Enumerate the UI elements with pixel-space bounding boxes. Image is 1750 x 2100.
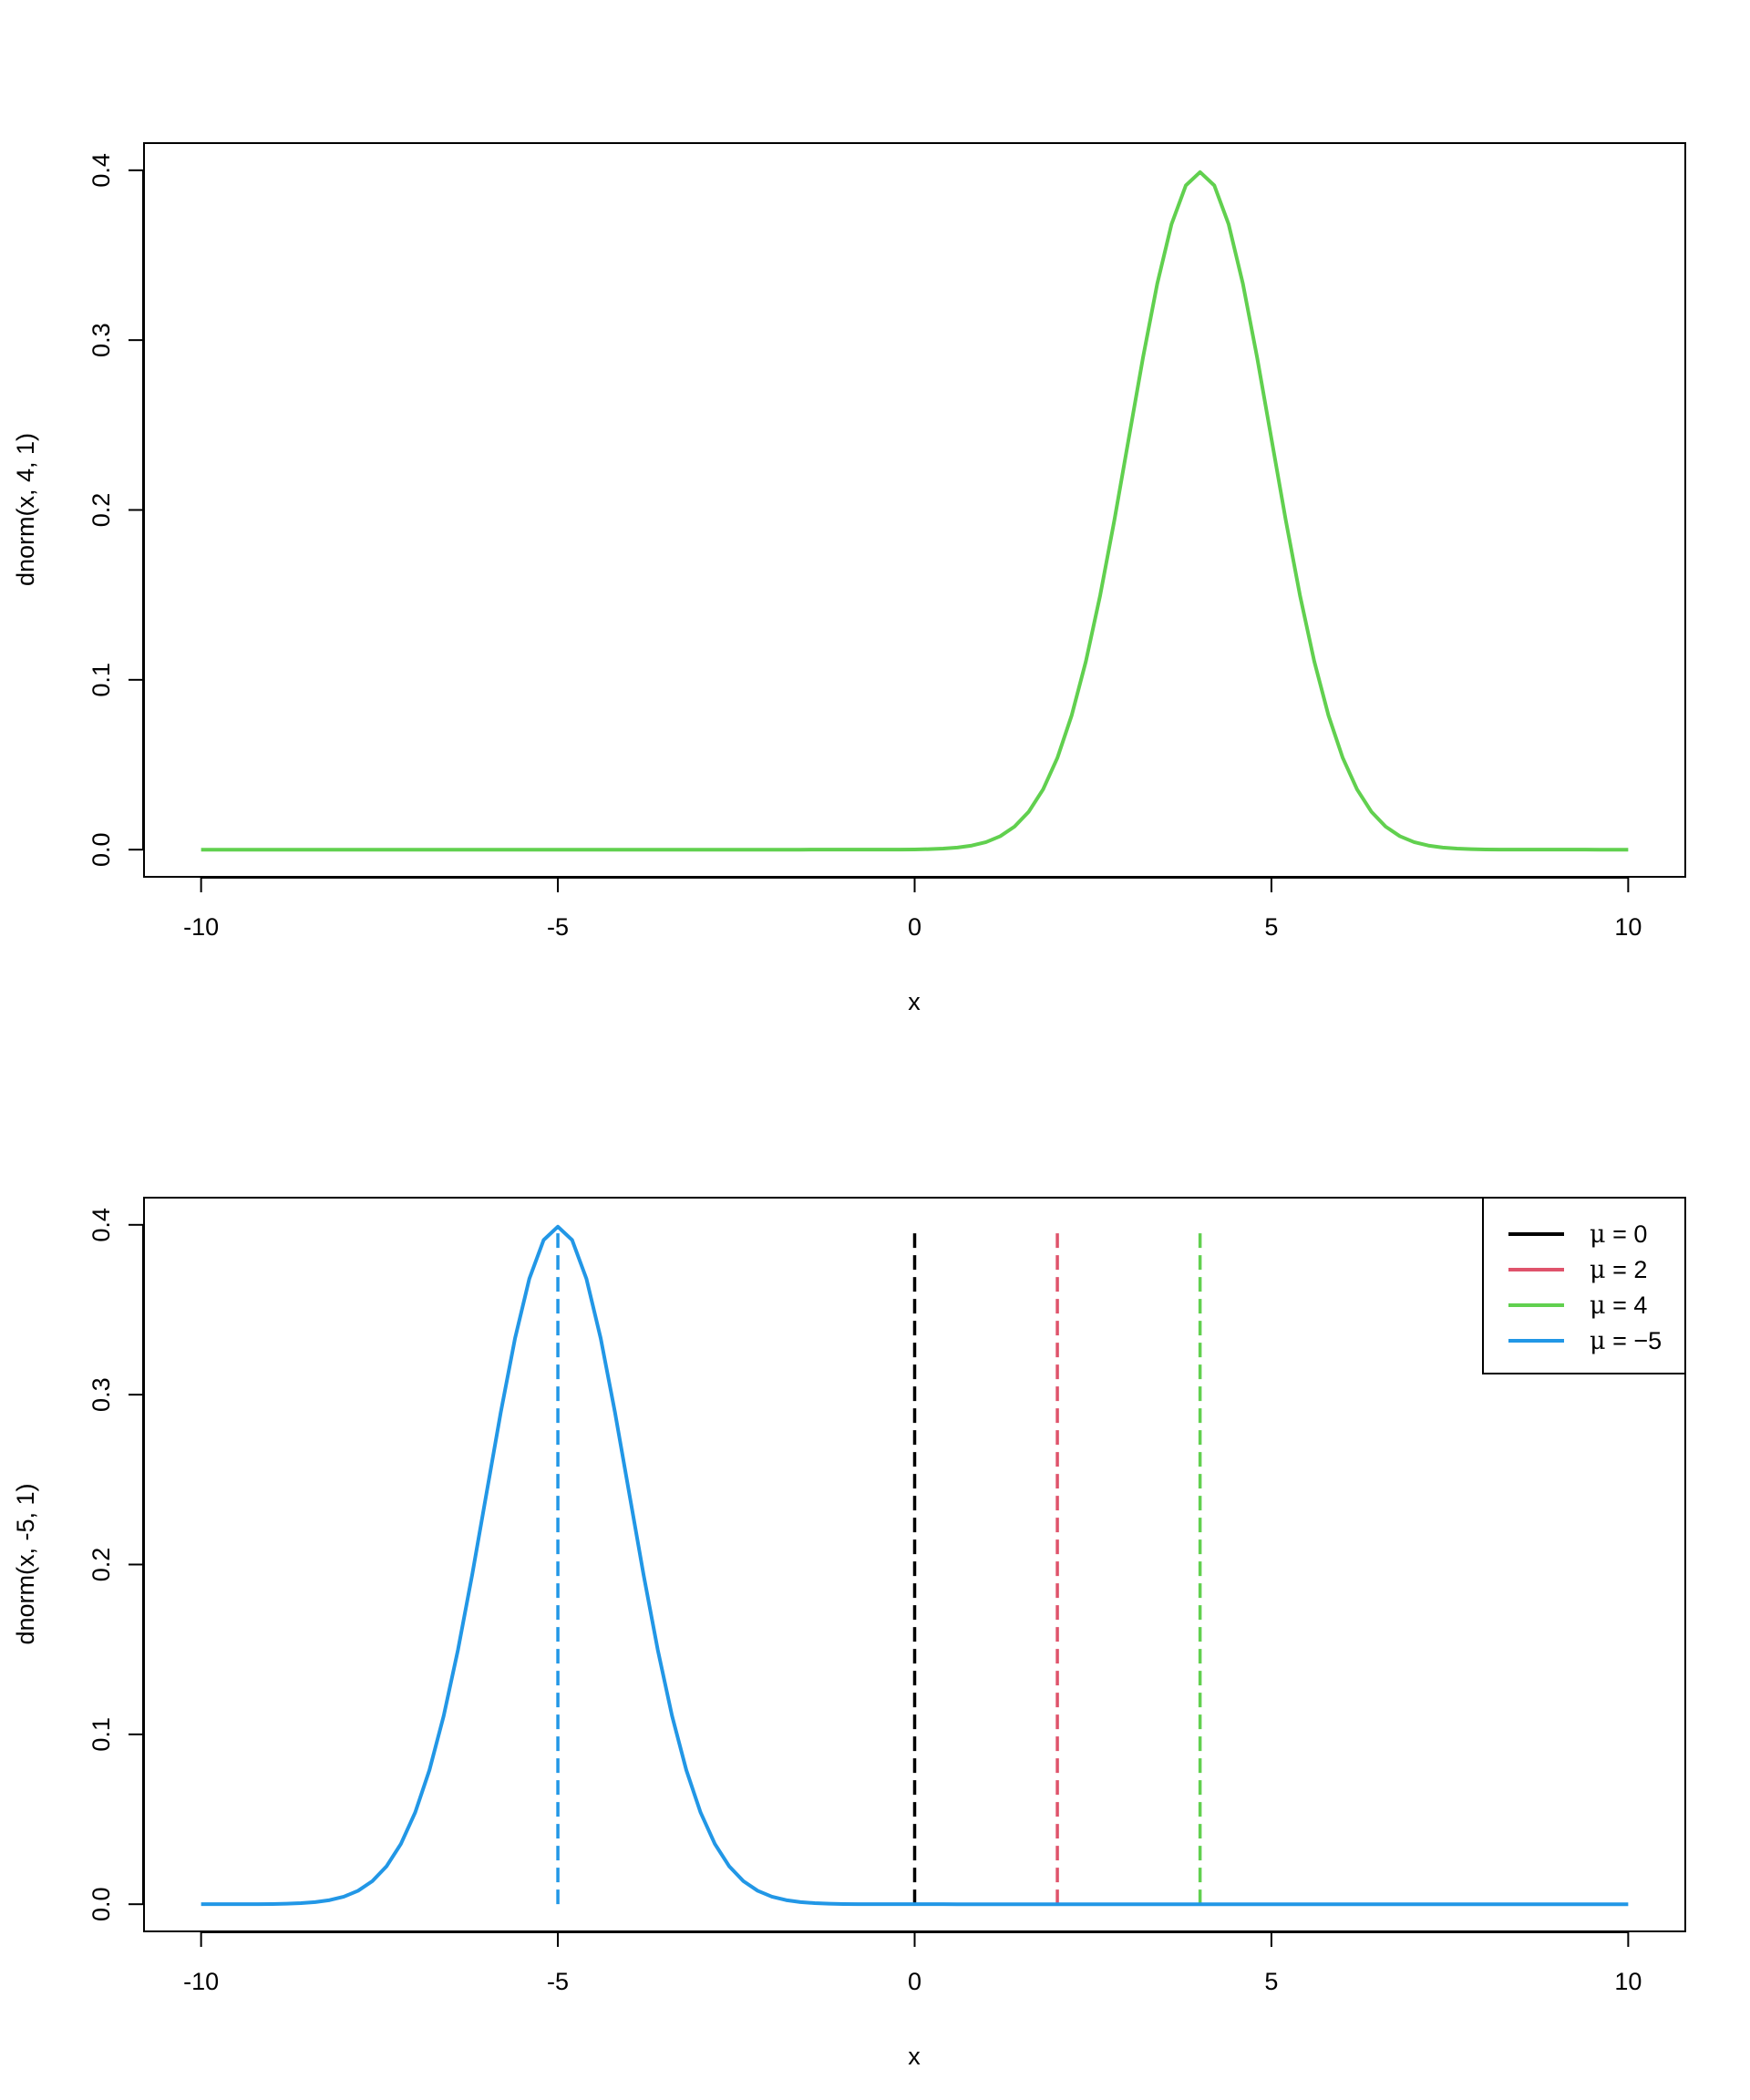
x-tick-label: 5	[1264, 1968, 1278, 1995]
mu-symbol: μ	[1590, 1292, 1606, 1320]
bottom-panel: -10 -5 0 5 10 0.0 0.1 0.2 0.3 0.4 x dnorm(x, -5,…	[12, 1197, 1686, 2070]
legend-label: μ = 4	[1590, 1292, 1647, 1320]
y-tick-label: 0.4	[88, 1208, 115, 1242]
x-axis-title: x	[908, 988, 921, 1015]
x-tick-label: 10	[1614, 913, 1642, 941]
legend-label: μ = 2	[1590, 1256, 1647, 1284]
x-tick-label: 5	[1264, 913, 1278, 941]
x-tick-label: -5	[547, 1968, 569, 1995]
y-tick-label: 0.0	[88, 832, 115, 867]
y-axis: 0.0 0.1 0.2 0.3 0.4	[88, 153, 144, 867]
top-panel: -10 -5 0 5 10 0.0 0.1 0.2 0.3 0.4 x dnorm(x, 4, …	[12, 142, 1686, 1015]
legend-value: = 0	[1606, 1220, 1648, 1248]
y-tick-label: 0.2	[88, 493, 115, 528]
y-axis-title: dnorm(x, -5, 1)	[12, 1483, 39, 1644]
x-tick-label: 0	[908, 1968, 921, 1995]
mu-symbol: μ	[1590, 1220, 1606, 1249]
y-tick-label: 0.3	[88, 323, 115, 357]
y-tick-label: 0.2	[88, 1548, 115, 1582]
x-tick-label: 0	[908, 913, 921, 941]
x-tick-label: -10	[183, 1968, 219, 1995]
x-axis: -10 -5 0 5 10	[183, 1931, 1642, 1995]
x-axis: -10 -5 0 5 10	[183, 877, 1642, 941]
x-tick-label: -10	[183, 913, 219, 941]
mu-symbol: μ	[1590, 1327, 1606, 1355]
y-tick-label: 0.0	[88, 1887, 115, 1921]
series-layer	[201, 170, 1629, 852]
x-tick-label: 10	[1614, 1968, 1642, 1995]
y-tick-label: 0.1	[88, 663, 115, 697]
density-curve	[201, 170, 1629, 852]
y-tick-label: 0.4	[88, 153, 115, 188]
legend-entries: μ = 0μ = 2μ = 4μ = −5	[1508, 1220, 1662, 1355]
legend: μ = 0μ = 2μ = 4μ = −5	[1482, 1197, 1686, 1374]
y-tick-label: 0.3	[88, 1377, 115, 1412]
y-axis-title: dnorm(x, 4, 1)	[12, 433, 39, 586]
legend-value: = −5	[1606, 1327, 1662, 1354]
x-axis-title: x	[908, 2043, 921, 2070]
legend-label: μ = 0	[1590, 1220, 1647, 1249]
vline-layer	[556, 1226, 1202, 1905]
legend-value: = 2	[1606, 1256, 1648, 1283]
legend-label: μ = −5	[1590, 1327, 1662, 1355]
density-curve	[201, 1224, 1629, 1907]
legend-box	[1482, 1197, 1686, 1374]
series-layer	[201, 1224, 1629, 1907]
y-tick-label: 0.1	[88, 1717, 115, 1752]
y-axis: 0.0 0.1 0.2 0.3 0.4	[88, 1208, 144, 1921]
legend-value: = 4	[1606, 1292, 1648, 1319]
mu-symbol: μ	[1590, 1256, 1606, 1284]
x-tick-label: -5	[547, 913, 569, 941]
